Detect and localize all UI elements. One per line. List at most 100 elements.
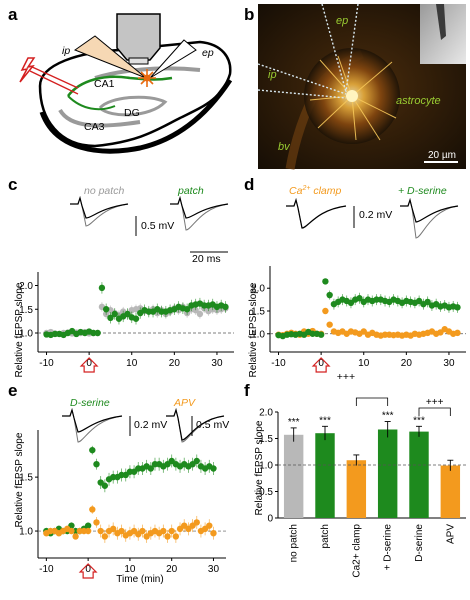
data-point-d-s0	[454, 329, 461, 337]
y-tick-label-d: 2.0	[251, 284, 265, 295]
scalebar-amp-c: 0.5 mV	[141, 220, 174, 232]
bar-5	[440, 465, 461, 518]
y-tick-label-c: 2.0	[19, 281, 33, 292]
data-point-d-s1	[326, 291, 333, 299]
y-tick-label-d: 1.5	[251, 307, 265, 318]
y-tick-label-f: 2.0	[259, 408, 273, 419]
trace-label-no-patch: no patch	[84, 185, 124, 197]
sig-bracket-0	[355, 397, 389, 406]
data-point-c-s1	[94, 329, 101, 337]
d-dserine-trace-pre	[400, 197, 459, 223]
data-point-e-s0	[193, 457, 200, 465]
stimulation-icon	[19, 57, 36, 83]
data-point-e-s1	[206, 522, 213, 529]
x-tick-label-c: -10	[39, 358, 54, 369]
data-point-c-s1	[102, 306, 110, 313]
pipette-ep	[149, 39, 197, 79]
panel-f: f Relative fEPSP slope +++ 0 0.5 1.0 1.5 2.0…	[244, 371, 466, 578]
y-tick-label-e: 1.5	[19, 473, 33, 484]
data-point-e-s1	[84, 527, 92, 535]
data-point-c-s1	[132, 315, 140, 322]
data-point-e-s1	[164, 533, 171, 540]
inset-pipette	[436, 4, 446, 40]
sig-bracket-1	[418, 407, 451, 416]
sig-star-0: ***	[288, 417, 300, 428]
bar-2	[346, 460, 367, 518]
data-point-d-s1	[322, 278, 329, 285]
pipette-outlines	[257, 3, 359, 99]
label-ip-b: ip	[268, 69, 277, 81]
label-dg: DG	[124, 107, 140, 119]
panel-a: a ip ep CA1 CA3 DG	[8, 5, 233, 154]
x-tick-label-e: 20	[166, 564, 178, 575]
y-tick-label-f: 1.5	[259, 434, 273, 445]
data-point-c-s1	[107, 314, 114, 321]
label-ca1: CA1	[94, 78, 115, 90]
data-point-c-s1	[111, 310, 118, 318]
ca3-field	[58, 108, 141, 128]
x-tick-label-d: 20	[401, 358, 413, 369]
ylabel-f: Relative fEPSP slope	[254, 420, 265, 515]
panel-c: c no patch patch 0.5 mV 20 ms Relative f…	[8, 175, 234, 377]
data-point-e-s1	[110, 525, 117, 533]
data-point-d-s1	[317, 331, 325, 338]
sig-bracket-label-1: +++	[426, 397, 444, 408]
x-tick-label-e: 30	[208, 564, 220, 575]
data-point-d-s0	[322, 307, 329, 315]
category-label-1: patch	[320, 524, 331, 548]
stim-arrow-c	[79, 357, 99, 373]
panel-d: d Ca2+ clamp + D-serine 0.2 mV Relative …	[244, 175, 466, 377]
astrocyte-processes	[309, 55, 397, 141]
data-point-e-s1	[139, 527, 146, 535]
data-point-e-s0	[101, 482, 109, 489]
panel-f-letter: f	[244, 381, 250, 400]
stim-arrow-d	[311, 357, 331, 373]
x-tick-label-c: 30	[211, 358, 223, 369]
y-tick-label-f: 0	[267, 514, 273, 525]
trace-label-d-serine: + D-serine	[398, 185, 447, 197]
d-clamp-trace-pre	[286, 197, 347, 229]
data-point-e-s0	[93, 460, 100, 468]
panel-d-letter: d	[244, 175, 254, 194]
schaffer-pathway	[67, 75, 173, 97]
panel-e: e D-serine APV 0.2 mV 0.5 mV Relative fE…	[8, 381, 229, 585]
y-tick-label-d: 1.0	[251, 329, 265, 340]
bar-4	[409, 431, 429, 518]
sig-top: +++	[337, 371, 355, 383]
objective-tip	[128, 57, 149, 65]
panel-b-letter: b	[244, 5, 254, 24]
data-point-e-s0	[84, 522, 92, 529]
x-tick-label-d: 30	[443, 358, 455, 369]
category-label-0: no patch	[289, 524, 300, 562]
label-ca3: CA3	[84, 121, 105, 133]
data-point-c-s1	[98, 284, 106, 292]
data-point-e-s0	[147, 465, 154, 472]
trace-label-ca-clamp: Ca2+ clamp	[289, 185, 342, 197]
bar-1	[315, 433, 335, 518]
scale-bar-label: 20 µm	[428, 150, 456, 161]
category-label-3: + D-serine	[383, 524, 394, 571]
category-label-2: Ca2+ clamp	[351, 524, 362, 578]
label-bv: bv	[278, 141, 291, 153]
data-point-e-s1	[168, 527, 175, 535]
bar-3	[377, 429, 398, 518]
data-point-d-s1	[424, 298, 431, 306]
mossy-pathway	[67, 95, 116, 111]
e-apv-trace-pre	[166, 407, 225, 441]
x-tick-label-d: -10	[271, 358, 286, 369]
category-label-4: D-serine	[414, 524, 425, 562]
ylabel-d: Relative fEPSP slope	[248, 282, 259, 377]
c-patch-trace-pre	[170, 195, 229, 219]
label-ep: ep	[202, 47, 214, 59]
sig-star-3: ***	[382, 411, 394, 422]
astrocyte-soma	[346, 90, 358, 102]
ylabel-c: Relative fEPSP slope	[14, 282, 25, 377]
y-tick-label-f: 0.5	[259, 487, 273, 498]
sig-star-1: ***	[319, 415, 331, 426]
x-tick-label-c: 20	[169, 358, 181, 369]
stim-electrode-2	[29, 70, 79, 95]
data-point-e-s1	[68, 527, 75, 535]
data-point-e-s1	[172, 533, 180, 540]
data-point-e-s1	[101, 533, 109, 540]
